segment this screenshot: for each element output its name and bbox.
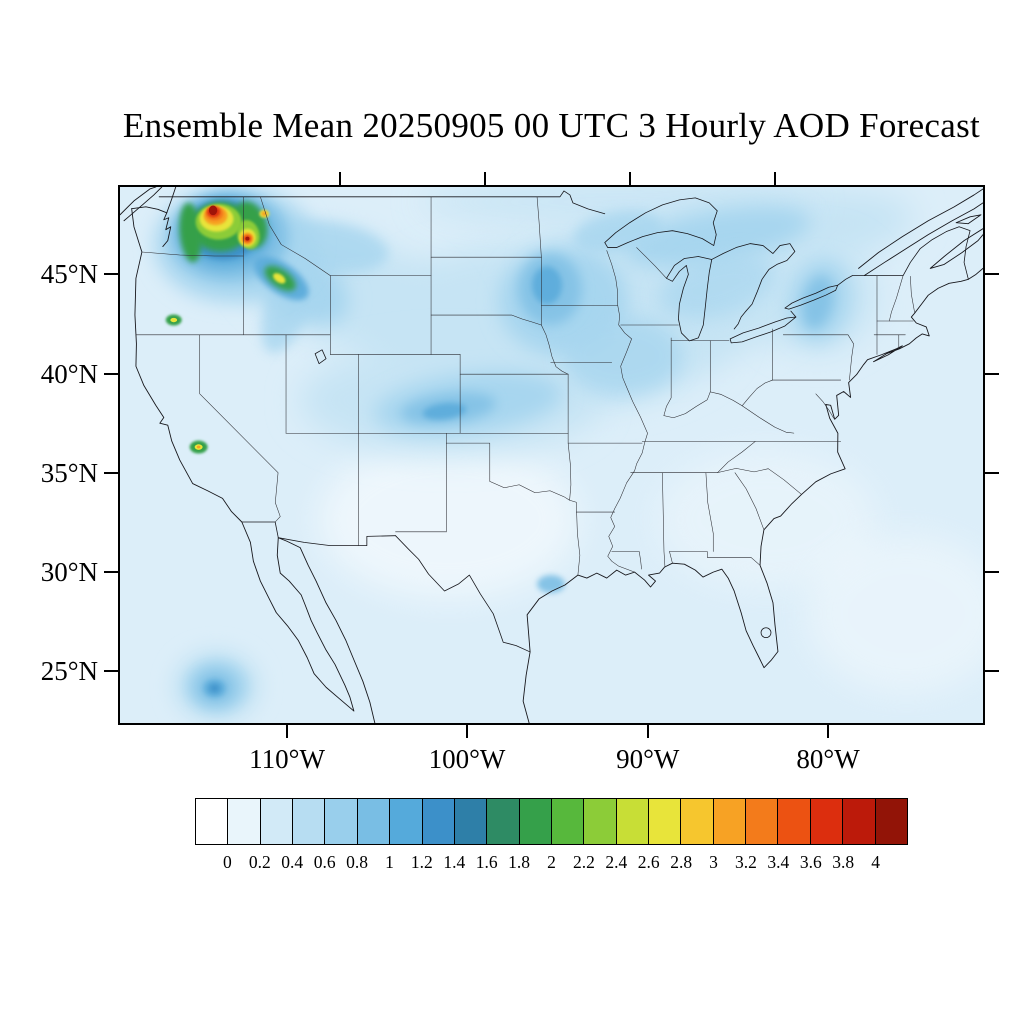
y-axis-tick-left — [104, 273, 118, 276]
colorbar-tick-label: 0.2 — [248, 852, 271, 872]
colorbar-box — [874, 799, 907, 844]
x-axis-tick-bottom — [646, 725, 649, 738]
x-axis-tick-bottom — [465, 725, 468, 738]
y-axis-label: 30°N — [40, 557, 98, 588]
colorbar-tick-label: 4 — [871, 852, 880, 872]
colorbar-tick-label: 1.2 — [410, 852, 433, 872]
coastlines — [120, 187, 983, 723]
colorbar-tick-label: 2 — [547, 852, 556, 872]
colorbar-tick-label: 3.2 — [735, 852, 757, 872]
y-axis-label: 35°N — [40, 457, 98, 488]
colorbar-box — [324, 799, 357, 844]
colorbar-box — [259, 799, 293, 844]
colorbar-box — [842, 799, 875, 844]
colorbar-tick-label: 3 — [709, 852, 718, 872]
state-boundaries — [135, 196, 915, 576]
colorbar-tick-label: 0.4 — [281, 852, 304, 872]
colorbar-box — [615, 799, 649, 844]
x-axis-tick-top — [338, 172, 341, 185]
colorbar-box — [518, 799, 551, 844]
x-axis-tick-bottom — [827, 725, 830, 738]
y-axis-tick-left — [104, 471, 118, 474]
y-axis-tick-left — [104, 372, 118, 375]
colorbar-tick-label: 2.2 — [572, 852, 595, 872]
x-axis-label: 80°W — [796, 744, 860, 774]
colorbar-box — [389, 799, 422, 844]
x-axis-label: 100°W — [428, 744, 506, 774]
colorbar-box — [745, 799, 778, 844]
x-axis-tick-bottom — [286, 725, 289, 738]
colorbar-box — [583, 799, 616, 844]
colorbar-box — [809, 799, 843, 844]
colorbar-tick-label: 3.8 — [832, 852, 855, 872]
colorbar-tick-label: 0 — [223, 852, 232, 872]
x-axis-tick-top — [774, 172, 777, 185]
colorbar-box — [356, 799, 390, 844]
colorbar-box — [680, 799, 713, 844]
great-lakes — [314, 197, 853, 639]
colorbar-tick-label: 0.6 — [313, 852, 336, 872]
colorbar-tick-label: 1.4 — [443, 852, 466, 872]
y-axis-tick-left — [104, 571, 118, 574]
smoke-hotspot — [154, 187, 315, 303]
colorbar-box — [227, 799, 260, 844]
y-axis-label: 40°N — [40, 358, 98, 389]
y-axis-label: 45°N — [40, 259, 98, 290]
y-axis-tick-right — [985, 471, 999, 474]
colorbar-tick-label: 2.6 — [637, 852, 660, 872]
y-axis-tick-right — [985, 571, 999, 574]
colorbar-box — [550, 799, 584, 844]
y-axis-label: 25°N — [40, 656, 98, 687]
x-axis-tick-top — [484, 172, 486, 185]
colorbar-tick-label: 1 — [385, 852, 394, 872]
colorbar-tick-label: 1.6 — [475, 852, 498, 872]
y-axis-tick-right — [985, 273, 999, 276]
colorbar — [195, 798, 908, 845]
colorbar-tick-label: 3.6 — [799, 852, 822, 872]
colorbar-tick-label: 2.8 — [670, 852, 693, 872]
colorbar-tick-label: 1.8 — [508, 852, 531, 872]
aod-map — [120, 187, 983, 723]
colorbar-box — [196, 799, 228, 844]
map-plot — [118, 185, 985, 725]
figure-title: Ensemble Mean 20250905 00 UTC 3 Hourly A… — [122, 106, 981, 145]
x-axis-tick-top — [629, 172, 632, 185]
colorbar-box — [292, 799, 325, 844]
x-axis-label: 110°W — [249, 744, 325, 774]
y-axis-tick-left — [104, 670, 118, 673]
colorbar-box — [486, 799, 519, 844]
y-axis-tick-right — [985, 372, 999, 375]
aod-field — [154, 187, 983, 723]
y-axis-tick-right — [985, 670, 999, 673]
colorbar-labels: 0 0.2 0.4 0.6 0.8 1 1.2 1.4 1.6 1.8 2 2.2 2.4 2.6 2.8 3… — [195, 852, 908, 876]
colorbar-box — [648, 799, 681, 844]
national-borders — [158, 190, 971, 653]
x-axis-label: 90°W — [616, 744, 680, 774]
colorbar-tick-label: 0.8 — [346, 852, 368, 872]
colorbar-box — [421, 799, 454, 844]
colorbar-box — [777, 799, 810, 844]
colorbar-box — [712, 799, 746, 844]
colorbar-tick-label: 3.4 — [767, 852, 790, 872]
colorbar-tick-label: 2.4 — [605, 852, 628, 872]
baja-offshore-blob — [171, 648, 262, 723]
colorbar-box — [453, 799, 487, 844]
california-fire-spots — [165, 314, 208, 454]
